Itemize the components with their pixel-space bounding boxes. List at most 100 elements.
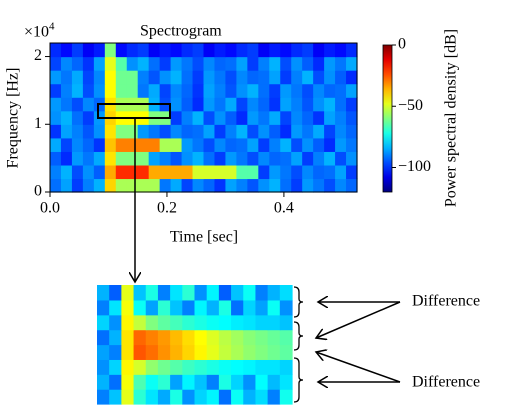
heatmap-cell — [109, 314, 122, 331]
heatmap-cell — [104, 124, 117, 139]
heatmap-cell — [243, 359, 257, 375]
heatmap-cell — [291, 110, 303, 125]
heatmap-cell — [104, 151, 117, 166]
heatmap-cell — [218, 389, 232, 405]
heatmap-cell — [97, 359, 110, 375]
heatmap-cell — [258, 97, 270, 112]
heatmap-cell — [313, 151, 325, 166]
heatmap-cell — [182, 344, 196, 360]
heatmap-cell — [71, 151, 84, 166]
heatmap-cell — [313, 83, 325, 98]
heatmap-cell — [97, 314, 110, 331]
heatmap-cell — [231, 374, 244, 390]
y-tick-label: 0 — [34, 183, 42, 200]
heatmap-cell — [313, 178, 325, 193]
heatmap-cell — [192, 97, 205, 112]
heatmap-cell — [225, 164, 237, 180]
heatmap-cell — [255, 299, 269, 316]
heatmap-cell — [206, 374, 220, 390]
heatmap-cell — [346, 178, 358, 193]
heatmap-cell — [148, 164, 161, 180]
heatmap-cell — [192, 70, 205, 85]
heatmap-cell — [133, 285, 147, 301]
heatmap-cell — [214, 70, 227, 85]
heatmap-cell — [137, 124, 150, 139]
heatmap-cell — [50, 178, 62, 193]
heatmap-cell — [121, 374, 135, 390]
heatmap-cell — [324, 110, 336, 125]
heatmap-cell — [109, 389, 122, 405]
heatmap-cell — [181, 164, 194, 180]
heatmap-cell — [71, 178, 84, 193]
heatmap-cell — [279, 285, 293, 301]
heatmap-cell — [269, 164, 281, 180]
heatmap-cell — [170, 124, 183, 139]
brace — [293, 321, 304, 351]
heatmap-cell — [302, 178, 314, 193]
heatmap-cell — [194, 389, 208, 405]
heatmap-cell — [109, 374, 122, 390]
x-axis-label: Time [sec] — [170, 229, 238, 246]
heatmap-cell — [267, 329, 281, 346]
colorbar-tick-label: −50 — [398, 97, 423, 114]
heatmap-cell — [192, 164, 205, 180]
heatmap-cell — [206, 329, 220, 346]
heatmap-cell — [159, 83, 172, 98]
heatmap-cell — [170, 389, 183, 405]
heatmap-cell — [280, 70, 292, 85]
heatmap-cell — [115, 151, 128, 166]
heatmap-cell — [82, 56, 95, 71]
heatmap-cell — [302, 97, 314, 112]
heatmap-cell — [214, 137, 227, 152]
heatmap-cell — [269, 151, 281, 166]
heatmap-cell — [313, 164, 325, 180]
heatmap-cell — [145, 374, 159, 390]
heatmap-cell — [126, 70, 139, 85]
heatmap-cell — [231, 285, 244, 301]
heatmap-cell — [335, 178, 347, 193]
heatmap-cell — [104, 178, 117, 193]
heatmap-cell — [115, 178, 128, 193]
heatmap-cell — [335, 137, 347, 152]
heatmap-cell — [137, 137, 150, 152]
heatmap-cell — [71, 83, 84, 98]
heatmap-cell — [258, 56, 270, 71]
heatmap-cell — [137, 70, 150, 85]
heatmap-cell — [159, 137, 172, 152]
heatmap-cell — [236, 110, 248, 125]
heatmap-cell — [203, 43, 216, 58]
heatmap-cell — [346, 164, 358, 180]
heatmap-cell — [280, 97, 292, 112]
heatmap-cell — [346, 124, 358, 139]
heatmap-cell — [236, 178, 248, 193]
arrow — [316, 352, 401, 383]
heatmap-cell — [302, 124, 314, 139]
heatmap-cell — [115, 164, 128, 180]
heatmap-cell — [60, 43, 73, 58]
heatmap-cell — [247, 110, 259, 125]
heatmap-cell — [121, 285, 135, 301]
heatmap-cell — [121, 344, 135, 360]
heatmap-cell — [269, 137, 281, 152]
heatmap-cell — [324, 137, 336, 152]
heatmap-cell — [71, 97, 84, 112]
heatmap-cell — [71, 164, 84, 180]
heatmap-cell — [269, 124, 281, 139]
heatmap-cell — [194, 344, 208, 360]
heatmap-cell — [225, 124, 237, 139]
heatmap-cell — [192, 124, 205, 139]
heatmap-cell — [279, 314, 293, 331]
heatmap-cell — [104, 70, 117, 85]
y-axis-label: Frequency [Hz] — [5, 68, 22, 169]
heatmap-cell — [279, 299, 293, 316]
heatmap-cell — [60, 151, 73, 166]
heatmap-cell — [157, 374, 171, 390]
heatmap-cell — [231, 344, 244, 360]
heatmap-cell — [236, 164, 248, 180]
heatmap-cell — [126, 124, 139, 139]
heatmap-cell — [206, 389, 220, 405]
heatmap-cell — [181, 43, 194, 58]
heatmap-cell — [291, 43, 303, 58]
heatmap-cell — [157, 299, 171, 316]
heatmap-cell — [192, 83, 205, 98]
